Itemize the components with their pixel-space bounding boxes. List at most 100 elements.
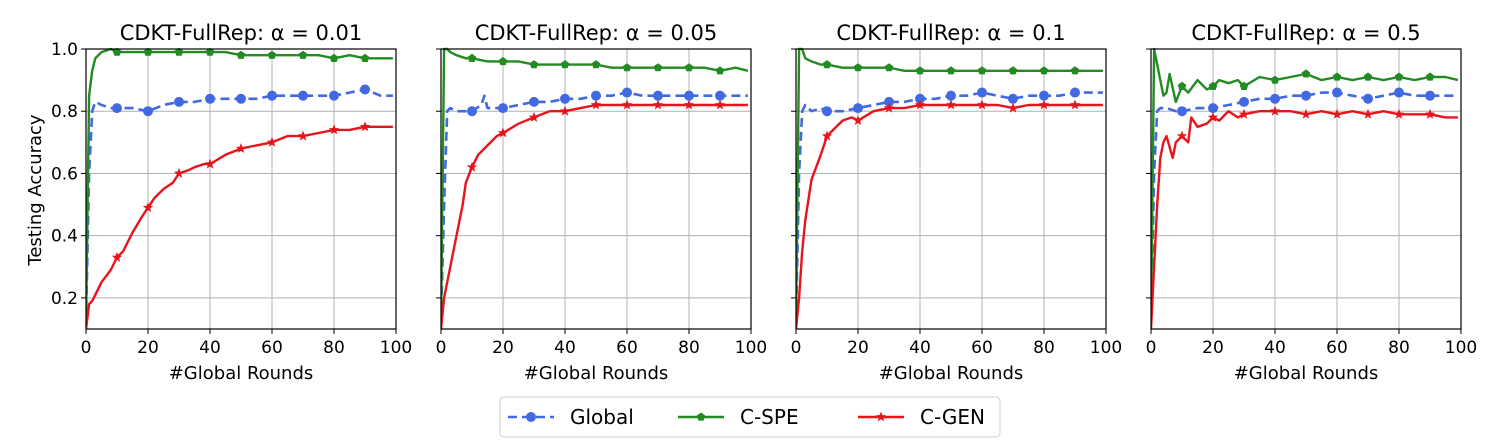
y-tick-label: 1.0 (51, 40, 78, 60)
marker-global (267, 90, 277, 101)
marker-global (622, 87, 632, 98)
marker-global (1270, 93, 1280, 104)
panels: CDKT-FullRep: α = 0.01 0 20 40 60 80 100 0.2 0.4… (51, 21, 1477, 384)
marker-c-spe (298, 50, 308, 59)
marker-global (1070, 87, 1080, 98)
marker-global (467, 106, 477, 117)
x-tick-label: 20 (1202, 338, 1224, 358)
marker-c-spe (1332, 72, 1342, 81)
marker-c-spe (467, 53, 477, 62)
series-line-global (86, 88, 393, 323)
x-tick-label: 80 (323, 338, 345, 358)
marker-c-gen (528, 111, 540, 122)
x-tick-label: 60 (616, 338, 638, 358)
marker-c-spe (329, 53, 339, 62)
panel-title: CDKT-FullRep: α = 0.01 (120, 21, 363, 45)
marker-c-gen (1238, 108, 1250, 119)
marker-global (205, 93, 215, 104)
x-tick-label: 40 (1264, 338, 1286, 358)
marker-c-spe (143, 47, 153, 56)
marker-c-spe (1270, 75, 1280, 84)
marker-c-gen (204, 158, 216, 169)
series-line-c-gen (86, 125, 393, 329)
series-group (1151, 47, 1459, 329)
x-tick-label: 80 (1033, 338, 1055, 358)
x-axis-title: #Global Rounds (169, 363, 314, 384)
marker-c-spe (205, 47, 215, 56)
marker-c-spe (853, 63, 863, 72)
marker-c-spe (529, 60, 539, 69)
marker-global (977, 87, 987, 98)
marker-c-spe (360, 53, 370, 62)
marker-c-spe (236, 50, 246, 59)
marker-c-gen (297, 130, 309, 141)
marker-global (298, 90, 308, 101)
marker-c-spe (977, 66, 987, 75)
marker-c-gen (821, 130, 833, 141)
series-line-global (796, 91, 1103, 323)
x-tick-label: 100 (1445, 338, 1477, 358)
series-line-c-spe (796, 47, 1103, 323)
plot-frame (795, 48, 1107, 330)
marker-global (360, 84, 370, 95)
legend-marker (696, 412, 706, 421)
marker-c-gen (111, 251, 123, 262)
x-tick-label: 40 (554, 338, 576, 358)
series-group (441, 47, 749, 329)
marker-c-gen (1362, 108, 1374, 119)
y-axis-title: Testing Accuracy (25, 114, 46, 267)
marker-c-spe (560, 60, 570, 69)
series-line-c-spe (441, 47, 749, 323)
series-line-c-gen (796, 103, 1103, 329)
marker-global (653, 90, 663, 101)
x-tick-label: 20 (492, 338, 514, 358)
y-tick-label: 0.8 (51, 102, 78, 122)
marker-c-gen (976, 99, 988, 110)
marker-global (1177, 106, 1187, 117)
marker-global (684, 90, 694, 101)
marker-c-gen (1424, 108, 1436, 119)
series-group (86, 47, 393, 329)
chart-panel-2: CDKT-FullRep: α = 0.05 0 20 40 60 80 100 #Globa… (436, 21, 768, 384)
x-tick-label: 60 (1326, 338, 1348, 358)
plot-frame (85, 48, 397, 330)
x-tick-label: 40 (909, 338, 931, 358)
marker-c-spe (112, 47, 122, 56)
marker-global (1008, 93, 1018, 104)
marker-c-spe (622, 63, 632, 72)
legend-entry-c-gen: C-GEN (858, 405, 985, 429)
marker-c-spe (653, 63, 663, 72)
marker-c-spe (1070, 66, 1080, 75)
marker-c-spe (822, 60, 832, 69)
marker-global (1425, 90, 1435, 101)
series-line-c-gen (1151, 110, 1458, 329)
marker-global (715, 90, 725, 101)
legend-marker (875, 411, 887, 422)
x-tick-label: 80 (678, 338, 700, 358)
marker-global (143, 106, 153, 117)
marker-c-spe (946, 66, 956, 75)
legend-marker (526, 412, 536, 422)
marker-c-spe (1177, 81, 1187, 90)
legend: Global C-SPE C-GEN (499, 396, 1001, 438)
marker-c-gen (914, 99, 926, 110)
marker-c-gen (1038, 99, 1050, 110)
chart-panel-3: CDKT-FullRep: α = 0.1 0 20 40 60 80 100 #Global… (791, 21, 1123, 384)
marker-global (853, 103, 863, 114)
marker-c-gen (328, 124, 340, 135)
marker-c-gen (1331, 108, 1343, 119)
x-tick-label: 60 (971, 338, 993, 358)
marker-c-gen (1300, 108, 1312, 119)
x-axis-title: #Global Rounds (1234, 363, 1379, 384)
marker-c-gen (590, 99, 602, 110)
marker-global (884, 96, 894, 107)
marker-c-gen (945, 99, 957, 110)
series-line-global (441, 91, 748, 323)
marker-global (560, 93, 570, 104)
y-tick-label: 0.6 (51, 164, 78, 184)
x-tick-label: 100 (1090, 338, 1122, 358)
marker-c-spe (915, 66, 925, 75)
marker-c-spe (498, 56, 508, 66)
marker-c-gen (1269, 105, 1281, 116)
marker-c-spe (1425, 72, 1435, 81)
